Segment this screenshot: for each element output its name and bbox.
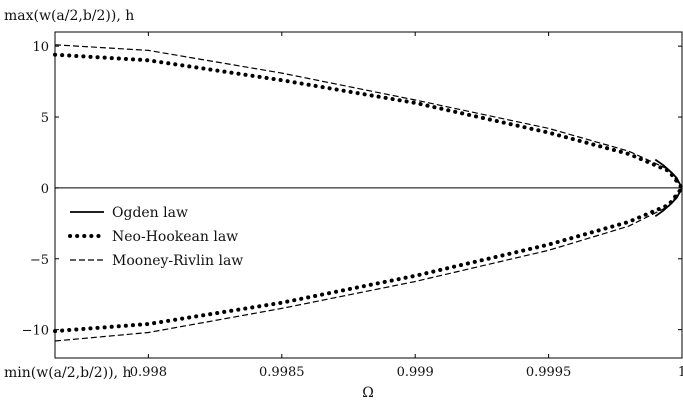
y-tick-label: −5 <box>30 253 49 268</box>
ticks-layer: 0.998 0.9985 0.999 0.9995 1 −10 −5 0 5 10 <box>22 32 683 380</box>
series-3-lower-line <box>54 187 683 342</box>
legend: Ogden law Neo-Hookean law Mooney-Rivlin la… <box>68 205 243 269</box>
series-layer <box>53 44 683 342</box>
legend-entry-2: Neo-Hookean law <box>112 229 238 245</box>
y-axis-label-bottom: min(w(a/2,b/2)), h <box>4 365 132 381</box>
series-2-lower-line <box>53 185 683 334</box>
x-tick-label: 0.999 <box>397 365 434 380</box>
x-tick-label: 0.9995 <box>526 365 572 380</box>
series-1-upper-line <box>654 158 683 189</box>
x-tick-label: 0.998 <box>130 365 167 380</box>
y-tick-label: 10 <box>32 40 49 55</box>
series-2-upper-line <box>53 52 683 190</box>
x-tick-label: 0.9985 <box>259 365 305 380</box>
x-tick-label: 1 <box>678 365 683 380</box>
x-axis-label: Ω <box>362 385 374 401</box>
y-tick-label: −10 <box>22 324 49 339</box>
y-axis-label-top: max(w(a/2,b/2)), h <box>4 8 134 24</box>
y-tick-label: 5 <box>41 111 49 126</box>
plot-frame <box>54 31 683 359</box>
y-tick-label: 0 <box>41 182 49 197</box>
legend-entry-1: Ogden law <box>112 205 188 221</box>
legend-entry-3: Mooney-Rivlin law <box>112 253 243 269</box>
series-3-upper-line <box>54 44 683 189</box>
